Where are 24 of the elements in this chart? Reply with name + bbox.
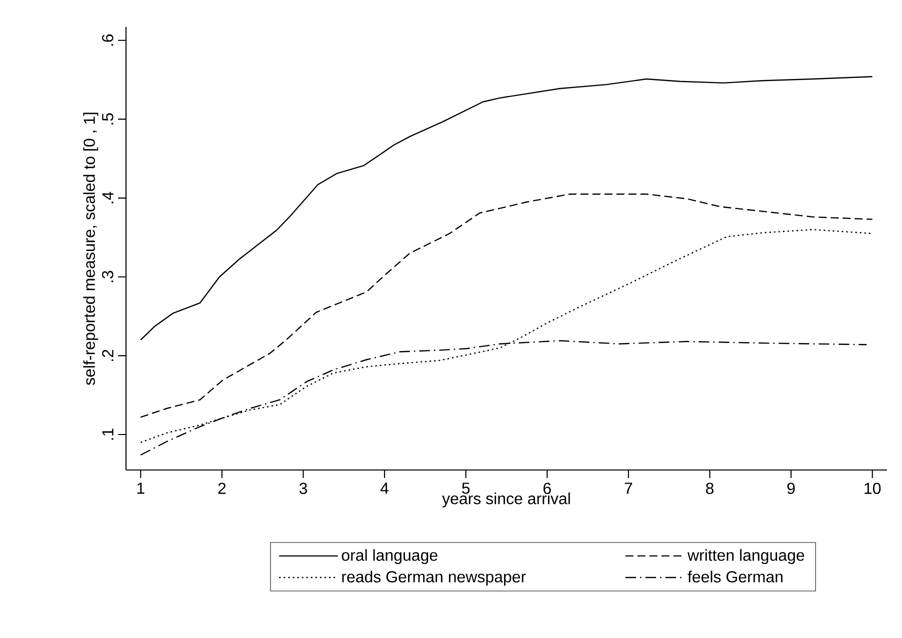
- y-tick-label: .1: [102, 428, 114, 440]
- y-tick-label: .3: [102, 270, 114, 282]
- legend-label: written language: [687, 549, 804, 564]
- x-tick-label: 3: [299, 482, 307, 494]
- x-axis-title: years since arrival: [442, 492, 570, 508]
- x-tick-label: 10: [864, 482, 881, 494]
- x-tick-label: 9: [787, 482, 795, 494]
- y-tick-label: .4: [102, 192, 114, 204]
- x-tick-label: 8: [706, 482, 714, 494]
- x-tick-label: 1: [137, 482, 144, 494]
- legend-label: reads German newspaper: [342, 570, 526, 586]
- x-tick-label: 6: [544, 482, 551, 494]
- legend-label: feels German: [688, 570, 782, 582]
- legend-label: oral language: [342, 549, 438, 564]
- y-tick-label: .6: [102, 34, 114, 46]
- y-tick-label: .5: [102, 113, 114, 124]
- line-series: [140, 76, 873, 341]
- x-tick-label: 4: [380, 482, 389, 494]
- line-series: [140, 194, 873, 418]
- x-tick-label: 7: [624, 482, 632, 494]
- y-tick-label: .2: [102, 350, 114, 361]
- y-axis-title: self-reported measure, scaled to [0 , 1]: [83, 112, 98, 386]
- x-tick-label: 2: [218, 482, 226, 494]
- x-tick-label: 5: [462, 482, 470, 494]
